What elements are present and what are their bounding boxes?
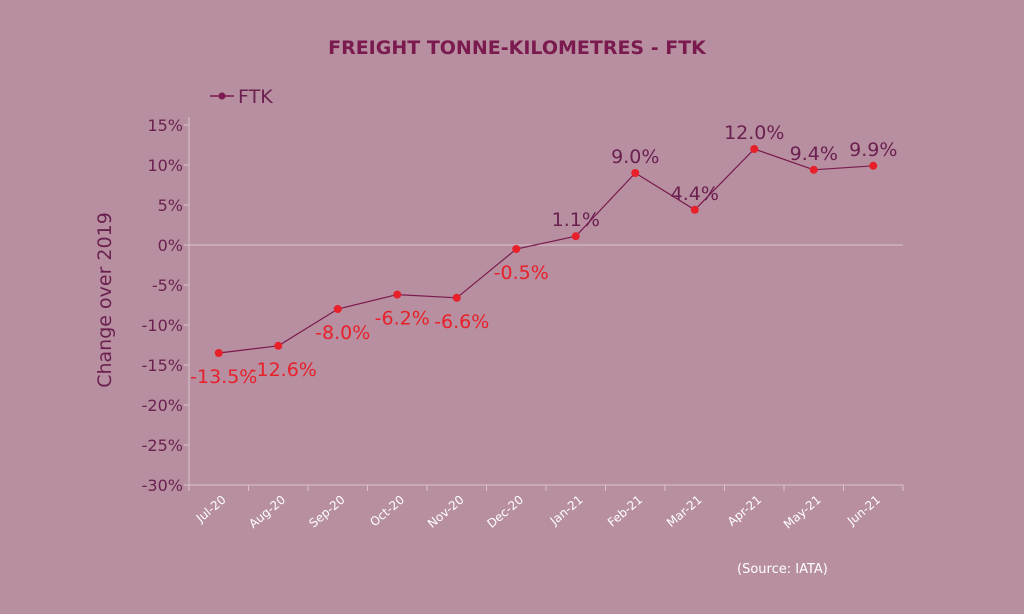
y-tick-label: -20% bbox=[142, 396, 183, 415]
data-label: 4.4% bbox=[671, 183, 719, 205]
data-point bbox=[690, 205, 699, 214]
x-tick-label: Apr-21 bbox=[725, 493, 764, 529]
data-point bbox=[631, 169, 640, 177]
y-axis-label: Change over 2019 bbox=[94, 212, 116, 388]
data-point bbox=[809, 165, 818, 174]
y-tick-label: 15% bbox=[147, 116, 183, 135]
legend-label: FTK bbox=[238, 86, 273, 108]
y-tick-label: 5% bbox=[158, 196, 183, 215]
source-note: (Source: IATA) bbox=[737, 562, 828, 577]
x-tick-label: Mar-21 bbox=[664, 493, 705, 530]
data-label: 9.9% bbox=[849, 139, 897, 161]
x-tick-label: Dec-20 bbox=[484, 493, 526, 531]
data-point bbox=[274, 341, 283, 350]
data-point bbox=[214, 349, 223, 357]
data-point bbox=[869, 161, 878, 170]
data-point bbox=[571, 232, 580, 241]
series-ftk bbox=[214, 145, 878, 357]
y-tick-label: 0% bbox=[158, 236, 183, 255]
data-point bbox=[750, 145, 759, 153]
y-tick-label: 10% bbox=[147, 156, 183, 175]
x-tick-label: Jan-21 bbox=[547, 493, 586, 529]
x-tick-label: Jun-21 bbox=[844, 493, 883, 529]
chart-title: FREIGHT TONNE-KILOMETRES - FTK bbox=[328, 37, 707, 59]
x-tick-label: Oct-20 bbox=[367, 493, 407, 530]
y-tick-label: -25% bbox=[142, 436, 183, 455]
data-label: -8.0% bbox=[315, 322, 370, 344]
legend-marker bbox=[218, 92, 226, 100]
y-tick-label: -5% bbox=[152, 276, 183, 295]
data-label: 9.4% bbox=[790, 143, 838, 165]
data-label: 9.0% bbox=[611, 146, 659, 168]
data-label: -13.5% bbox=[190, 366, 257, 388]
series-line bbox=[218, 148, 874, 354]
x-tick-label: Feb-21 bbox=[605, 493, 645, 530]
axes bbox=[184, 117, 904, 491]
data-label: -6.6% bbox=[434, 311, 489, 333]
x-tick-label: May-21 bbox=[781, 493, 824, 532]
data-point bbox=[393, 290, 402, 299]
data-label: -12.6% bbox=[250, 359, 317, 381]
legend: FTK bbox=[210, 86, 273, 108]
x-tick-label: Sep-20 bbox=[306, 493, 347, 531]
data-point bbox=[512, 245, 521, 253]
data-labels: -13.5%-12.6% -8.0%-6.2% -6.6% -0.5% 1.1% 9.0%… bbox=[190, 122, 897, 388]
x-axis-ticks: Jul-20 Aug-20 Sep-20 Oct-20 Nov-20 Dec-20 Jan-… bbox=[193, 493, 883, 532]
data-label: -6.2% bbox=[375, 308, 430, 330]
y-tick-label: -15% bbox=[142, 356, 183, 375]
data-label: 12.0% bbox=[724, 122, 784, 144]
y-tick-label: -10% bbox=[142, 316, 183, 335]
x-tick-label: Aug-20 bbox=[246, 493, 288, 531]
data-label: 1.1% bbox=[552, 209, 600, 231]
y-tick-label: -30% bbox=[142, 476, 183, 495]
data-point bbox=[333, 305, 342, 313]
y-axis-ticks: 15% 10% 5% 0% -5% -10% -15% -20% -25% -30% bbox=[142, 116, 183, 495]
data-point bbox=[452, 293, 461, 302]
x-tick-label: Jul-20 bbox=[193, 493, 229, 526]
data-label: -0.5% bbox=[494, 262, 549, 284]
x-tick-label: Nov-20 bbox=[425, 493, 467, 531]
